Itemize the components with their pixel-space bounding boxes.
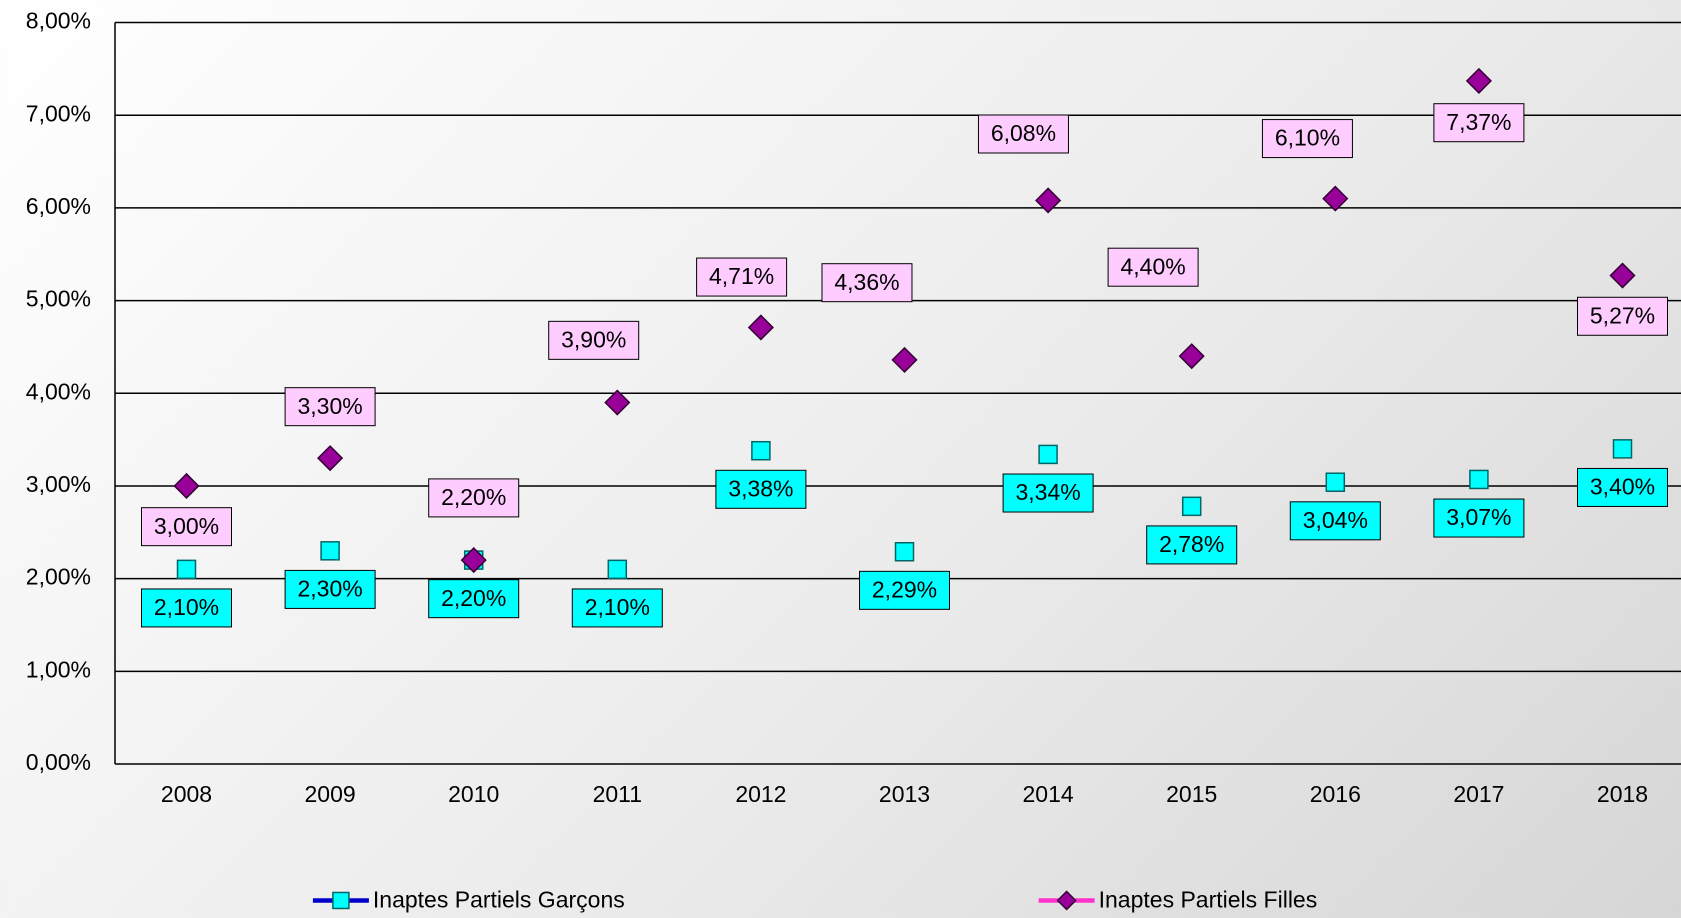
x-tick-label: 2014 — [1023, 781, 1074, 807]
value-label: 3,38% — [728, 475, 793, 501]
value-label-box — [548, 320, 640, 360]
value-label-box — [141, 588, 232, 628]
value-label-box — [141, 507, 232, 547]
value-label-box — [821, 263, 913, 303]
marker — [1322, 185, 1349, 212]
value-label-box — [1002, 473, 1094, 513]
legend-marker — [1056, 890, 1077, 911]
value-label: 2,29% — [872, 576, 937, 602]
value-label: 4,40% — [1120, 253, 1185, 279]
marker — [891, 346, 918, 373]
legend-label: Inaptes Partiels Garçons — [373, 887, 625, 913]
marker — [1181, 496, 1202, 517]
marker — [894, 541, 915, 562]
x-tick-label: 2013 — [879, 781, 930, 807]
value-label: 3,34% — [1015, 479, 1080, 505]
value-label-box — [1577, 467, 1668, 507]
x-tick-label: 2016 — [1310, 781, 1361, 807]
marker — [173, 472, 200, 499]
x-tick-label: 2017 — [1453, 781, 1504, 807]
value-label: 6,10% — [1275, 125, 1340, 151]
value-label-box — [571, 588, 663, 628]
value-label-box — [977, 114, 1069, 154]
value-label: 5,27% — [1590, 302, 1655, 328]
legend-label: Inaptes Partiels Filles — [1099, 887, 1318, 913]
y-tick-label: 7,00% — [26, 100, 91, 126]
marker — [607, 559, 628, 580]
marker — [1465, 67, 1492, 94]
value-label-box — [1433, 103, 1525, 143]
marker — [320, 541, 340, 561]
y-tick-label: 6,00% — [26, 193, 91, 219]
y-tick-label: 8,00% — [26, 8, 91, 34]
value-label: 3,90% — [561, 326, 626, 352]
y-tick-label: 3,00% — [26, 471, 91, 497]
x-tick-label: 2015 — [1166, 781, 1217, 807]
value-label: 7,37% — [1446, 109, 1511, 135]
value-label-box — [284, 569, 376, 609]
x-tick-label: 2009 — [305, 781, 356, 807]
x-tick-label: 2010 — [448, 781, 499, 807]
value-label-box — [859, 570, 950, 610]
marker — [1325, 472, 1346, 492]
value-label-box — [284, 387, 376, 427]
marker — [176, 559, 197, 580]
value-label-box — [715, 469, 807, 509]
y-tick-label: 5,00% — [26, 286, 91, 312]
value-label: 2,20% — [441, 585, 506, 611]
y-tick-label: 1,00% — [26, 656, 91, 682]
marker — [1469, 469, 1489, 490]
value-label-box — [1261, 119, 1353, 159]
legend-marker — [332, 891, 350, 910]
value-label: 3,00% — [154, 513, 219, 539]
y-tick-label: 0,00% — [26, 749, 91, 775]
value-label: 3,04% — [1303, 507, 1368, 533]
marker — [604, 389, 631, 416]
value-label-box — [1146, 525, 1238, 565]
marker — [1609, 262, 1636, 289]
marker — [1612, 439, 1633, 459]
marker — [460, 547, 487, 574]
marker — [751, 440, 771, 461]
value-label: 4,36% — [834, 269, 899, 295]
value-label: 4,71% — [709, 263, 774, 289]
y-tick-label: 4,00% — [26, 378, 91, 404]
x-tick-label: 2011 — [593, 781, 642, 807]
value-label: 3,07% — [1446, 504, 1511, 530]
value-label-box — [428, 478, 520, 518]
value-label: 3,30% — [297, 393, 362, 419]
value-label: 3,40% — [1590, 474, 1655, 500]
value-label-box — [1289, 501, 1381, 541]
marker — [1038, 444, 1058, 465]
x-tick-label: 2008 — [161, 781, 212, 807]
marker — [317, 445, 344, 472]
value-label: 2,10% — [154, 594, 219, 620]
value-label: 2,20% — [441, 484, 506, 510]
value-label-box — [1577, 296, 1668, 336]
marker — [1035, 187, 1062, 214]
value-label-box — [1433, 498, 1525, 538]
value-label: 2,10% — [585, 594, 650, 620]
value-label: 2,78% — [1159, 531, 1224, 557]
y-tick-label: 2,00% — [26, 564, 91, 590]
marker — [1178, 343, 1205, 370]
marker — [747, 314, 774, 341]
x-tick-label: 2012 — [735, 781, 786, 807]
x-tick-label: 2018 — [1597, 781, 1648, 807]
value-label-box — [428, 579, 520, 619]
value-label-box — [1107, 247, 1199, 287]
value-label: 6,08% — [991, 120, 1056, 146]
value-label-box — [696, 257, 788, 297]
value-label: 2,30% — [297, 575, 362, 601]
